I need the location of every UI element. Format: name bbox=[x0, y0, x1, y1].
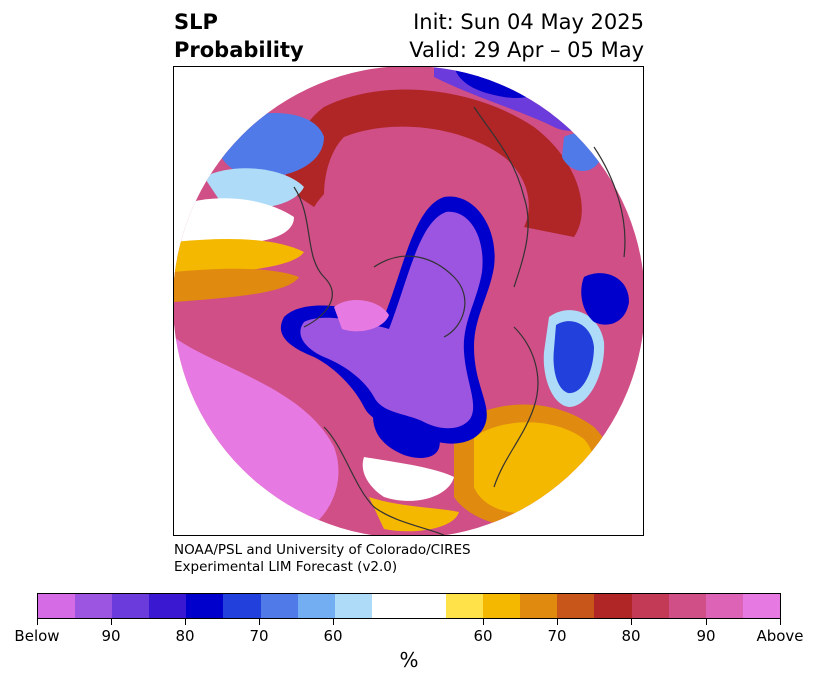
coast-line-1 bbox=[293, 186, 333, 328]
colorbar-tick-label: Below bbox=[14, 627, 60, 645]
nw-yellow bbox=[174, 239, 304, 277]
west-pink-blob bbox=[334, 300, 389, 332]
colorbar bbox=[37, 593, 781, 619]
credit-line-2: Experimental LIM Forecast (v2.0) bbox=[174, 559, 398, 575]
colorbar-tick-label: 90 bbox=[101, 627, 121, 645]
colorbar-segment bbox=[223, 594, 261, 618]
polar-trough-core bbox=[300, 211, 483, 429]
colorbar-tick-mark bbox=[706, 619, 707, 625]
na-neutral bbox=[362, 457, 454, 501]
colorbar-tick-mark bbox=[483, 619, 484, 625]
credit-line-1: NOAA/PSL and University of Colorado/CIRE… bbox=[174, 542, 471, 558]
arctic-ring-pink bbox=[324, 126, 529, 227]
colorbar-tick-mark bbox=[333, 619, 334, 625]
colorbar-segment bbox=[668, 594, 706, 618]
colorbar-segment bbox=[75, 594, 113, 618]
colorbar-segment bbox=[297, 594, 335, 618]
coastlines bbox=[293, 106, 626, 535]
colorbar-tick-label: Above bbox=[756, 627, 804, 645]
colorbar-segment bbox=[631, 594, 669, 618]
colorbar-segment bbox=[334, 594, 372, 618]
map-panel[interactable] bbox=[173, 66, 644, 536]
colorbar-segment bbox=[594, 594, 632, 618]
colorbar-segment bbox=[446, 594, 484, 618]
atlantic-yellow bbox=[474, 422, 595, 514]
colorbar-tick-label: 70 bbox=[547, 627, 567, 645]
colorbar-tick-mark bbox=[557, 619, 558, 625]
colorbar-tick-label: 80 bbox=[621, 627, 641, 645]
colorbar-tick-mark bbox=[185, 619, 186, 625]
colorbar-tick-mark bbox=[111, 619, 112, 625]
colorbar-segment bbox=[38, 594, 76, 618]
colorbar-tick-mark bbox=[37, 619, 38, 625]
shaded-field bbox=[174, 67, 643, 535]
colorbar-tick-mark bbox=[259, 619, 260, 625]
colorbar-tick-label: 90 bbox=[696, 627, 716, 645]
valid-range-label: Valid: 29 Apr – 05 May bbox=[409, 38, 644, 62]
coast-line-6 bbox=[373, 255, 466, 338]
coast-line-5 bbox=[593, 146, 626, 258]
probability-map bbox=[174, 67, 643, 535]
colorbar-segment bbox=[483, 594, 521, 618]
colorbar-segment bbox=[149, 594, 187, 618]
init-date-label: Init: Sun 04 May 2025 bbox=[413, 10, 644, 34]
map-title-right: Init: Sun 04 May 2025 Valid: 29 Apr – 05… bbox=[409, 8, 644, 64]
colorbar-tick-label: 80 bbox=[175, 627, 195, 645]
colorbar-segment bbox=[705, 594, 743, 618]
map-title-left: SLP Probability bbox=[174, 8, 304, 64]
colorbar-tick-label: 60 bbox=[473, 627, 493, 645]
title-line-slp: SLP bbox=[174, 10, 218, 34]
credit-text: NOAA/PSL and University of Colorado/CIRE… bbox=[174, 542, 471, 576]
title-line-probability: Probability bbox=[174, 38, 304, 62]
colorbar-segment bbox=[371, 594, 447, 618]
colorbar-tick-label: 60 bbox=[323, 627, 343, 645]
nw-orange bbox=[174, 268, 299, 302]
colorbar-tick-label: 70 bbox=[249, 627, 269, 645]
colorbar-segment bbox=[742, 594, 780, 618]
colorbar-segment bbox=[557, 594, 595, 618]
colorbar-units-label: % bbox=[399, 648, 419, 672]
colorbar-segment bbox=[260, 594, 298, 618]
coast-line-4 bbox=[493, 326, 539, 488]
colorbar-segment bbox=[520, 594, 558, 618]
nw-neutral bbox=[174, 198, 294, 247]
colorbar-segment bbox=[186, 594, 224, 618]
na-yellow bbox=[369, 497, 459, 532]
colorbar-segment bbox=[112, 594, 150, 618]
colorbar-tick-mark bbox=[631, 619, 632, 625]
coast-line-2 bbox=[473, 106, 529, 288]
colorbar-tick-mark bbox=[780, 619, 781, 625]
europe-blue-spot bbox=[581, 273, 629, 325]
atlantic-trough-core bbox=[553, 321, 594, 394]
coast-line-3 bbox=[323, 426, 445, 535]
na-trough bbox=[373, 407, 440, 458]
